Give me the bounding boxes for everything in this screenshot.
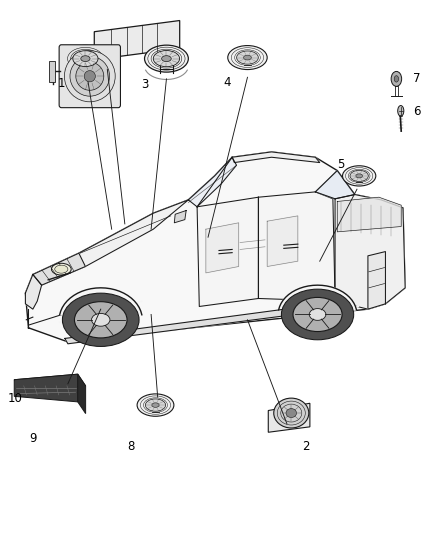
Ellipse shape xyxy=(237,51,258,64)
Ellipse shape xyxy=(228,46,267,70)
Ellipse shape xyxy=(76,62,104,90)
Polygon shape xyxy=(197,197,258,306)
Polygon shape xyxy=(59,288,142,322)
Ellipse shape xyxy=(350,171,368,181)
Polygon shape xyxy=(33,200,188,285)
Ellipse shape xyxy=(394,76,399,82)
Ellipse shape xyxy=(145,399,166,411)
Polygon shape xyxy=(368,252,385,309)
Polygon shape xyxy=(232,152,320,163)
Ellipse shape xyxy=(391,71,402,86)
Polygon shape xyxy=(25,274,42,309)
Ellipse shape xyxy=(55,265,68,273)
Ellipse shape xyxy=(281,289,354,340)
Text: 3: 3 xyxy=(141,78,148,91)
Text: 9: 9 xyxy=(29,432,37,445)
Ellipse shape xyxy=(398,106,404,116)
Polygon shape xyxy=(25,152,405,341)
Text: 4: 4 xyxy=(223,76,231,88)
Polygon shape xyxy=(94,20,180,60)
Polygon shape xyxy=(315,171,355,199)
Ellipse shape xyxy=(137,394,174,416)
Ellipse shape xyxy=(356,174,363,178)
Polygon shape xyxy=(78,374,85,414)
Ellipse shape xyxy=(293,297,342,332)
Polygon shape xyxy=(278,285,359,317)
Polygon shape xyxy=(65,303,336,344)
Polygon shape xyxy=(14,374,78,402)
Text: 6: 6 xyxy=(413,106,421,118)
Ellipse shape xyxy=(84,70,95,82)
Ellipse shape xyxy=(64,51,115,102)
Text: 10: 10 xyxy=(8,392,23,405)
Ellipse shape xyxy=(63,293,139,346)
Ellipse shape xyxy=(309,309,326,320)
FancyBboxPatch shape xyxy=(59,45,120,108)
Text: 7: 7 xyxy=(413,72,421,85)
Ellipse shape xyxy=(64,45,106,72)
Ellipse shape xyxy=(145,45,188,72)
Ellipse shape xyxy=(70,56,110,96)
Ellipse shape xyxy=(152,403,159,407)
Ellipse shape xyxy=(153,51,180,67)
Ellipse shape xyxy=(286,409,297,417)
FancyBboxPatch shape xyxy=(49,61,55,82)
Polygon shape xyxy=(206,223,239,273)
Ellipse shape xyxy=(52,263,71,275)
Text: 5: 5 xyxy=(337,158,344,171)
Polygon shape xyxy=(267,216,298,266)
Polygon shape xyxy=(174,211,186,223)
Ellipse shape xyxy=(274,398,309,428)
Ellipse shape xyxy=(73,51,98,67)
Ellipse shape xyxy=(81,56,90,61)
Polygon shape xyxy=(188,157,237,207)
Polygon shape xyxy=(33,253,85,285)
Polygon shape xyxy=(14,374,85,391)
Ellipse shape xyxy=(92,313,110,326)
Ellipse shape xyxy=(162,55,171,62)
Ellipse shape xyxy=(74,302,127,338)
Text: 1: 1 xyxy=(57,77,65,90)
Ellipse shape xyxy=(244,55,251,60)
Ellipse shape xyxy=(343,166,376,186)
Polygon shape xyxy=(258,192,335,301)
Polygon shape xyxy=(337,197,401,232)
Text: 8: 8 xyxy=(127,440,134,453)
Text: 2: 2 xyxy=(302,440,310,453)
Polygon shape xyxy=(335,195,405,309)
Polygon shape xyxy=(268,403,310,432)
